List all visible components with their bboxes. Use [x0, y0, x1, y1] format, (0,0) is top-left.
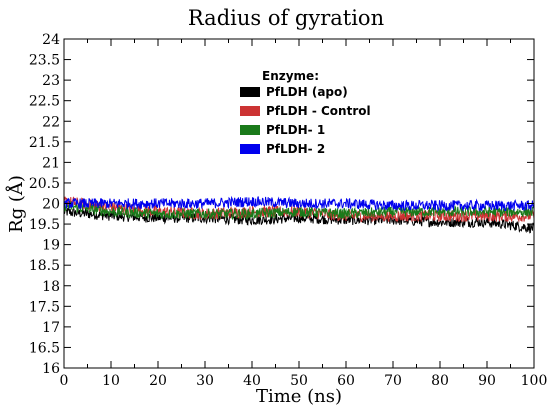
y-tick-label: 22 — [42, 114, 60, 130]
x-tick-label: 100 — [521, 373, 548, 389]
y-tick-label: 20.5 — [29, 176, 60, 192]
x-tick-label: 90 — [478, 373, 496, 389]
y-tick-label: 17 — [42, 320, 60, 336]
legend-swatch — [240, 144, 260, 154]
y-tick-label: 23.5 — [29, 53, 60, 69]
y-tick-label: 17.5 — [29, 299, 60, 315]
x-tick-label: 20 — [149, 373, 167, 389]
series-line-3 — [63, 195, 535, 213]
legend-label: PfLDH (apo) — [266, 85, 348, 99]
legend-swatch — [240, 125, 260, 135]
y-tick-label: 18 — [42, 279, 60, 295]
x-tick-label: 50 — [290, 373, 308, 389]
x-axis: 0 10 20 30 40 50 60 70 80 90 100 — [60, 39, 548, 389]
x-tick-label: 40 — [243, 373, 261, 389]
y-axis: 16 16.5 17 17.5 18 18.5 19 19.5 20 20.5 21 21.5 22 22… — [29, 32, 534, 377]
y-tick-label: 20 — [42, 197, 60, 213]
legend: Enzyme: PfLDH (apo) PfLDH - Control PfLDH-… — [240, 69, 371, 156]
legend-label: PfLDH- 2 — [266, 142, 325, 156]
legend-label: PfLDH - Control — [266, 104, 371, 118]
x-tick-label: 80 — [431, 373, 449, 389]
legend-label: PfLDH- 1 — [266, 123, 325, 137]
chart-title: Radius of gyration — [188, 6, 384, 30]
series-layer — [63, 195, 535, 234]
y-axis-label: Rg (Å) — [5, 175, 27, 233]
y-tick-label: 22.5 — [29, 94, 60, 110]
x-tick-label: 0 — [60, 373, 69, 389]
x-tick-label: 60 — [337, 373, 355, 389]
y-tick-label: 16 — [42, 361, 60, 377]
y-tick-label: 21 — [42, 155, 60, 171]
y-tick-label: 16.5 — [29, 340, 60, 356]
x-tick-label: 70 — [384, 373, 402, 389]
legend-swatch — [240, 87, 260, 97]
x-tick-label: 10 — [102, 373, 120, 389]
legend-title: Enzyme: — [262, 69, 319, 83]
series-line-2 — [63, 200, 535, 221]
y-tick-label: 21.5 — [29, 135, 60, 151]
y-tick-label: 24 — [42, 32, 60, 48]
y-tick-label: 18.5 — [29, 258, 60, 274]
x-axis-label: Time (ns) — [256, 386, 342, 407]
y-tick-label: 23 — [42, 73, 60, 89]
legend-swatch — [240, 106, 260, 116]
y-tick-label: 19 — [42, 238, 60, 254]
y-tick-label: 19.5 — [29, 217, 60, 233]
x-tick-label: 30 — [196, 373, 214, 389]
